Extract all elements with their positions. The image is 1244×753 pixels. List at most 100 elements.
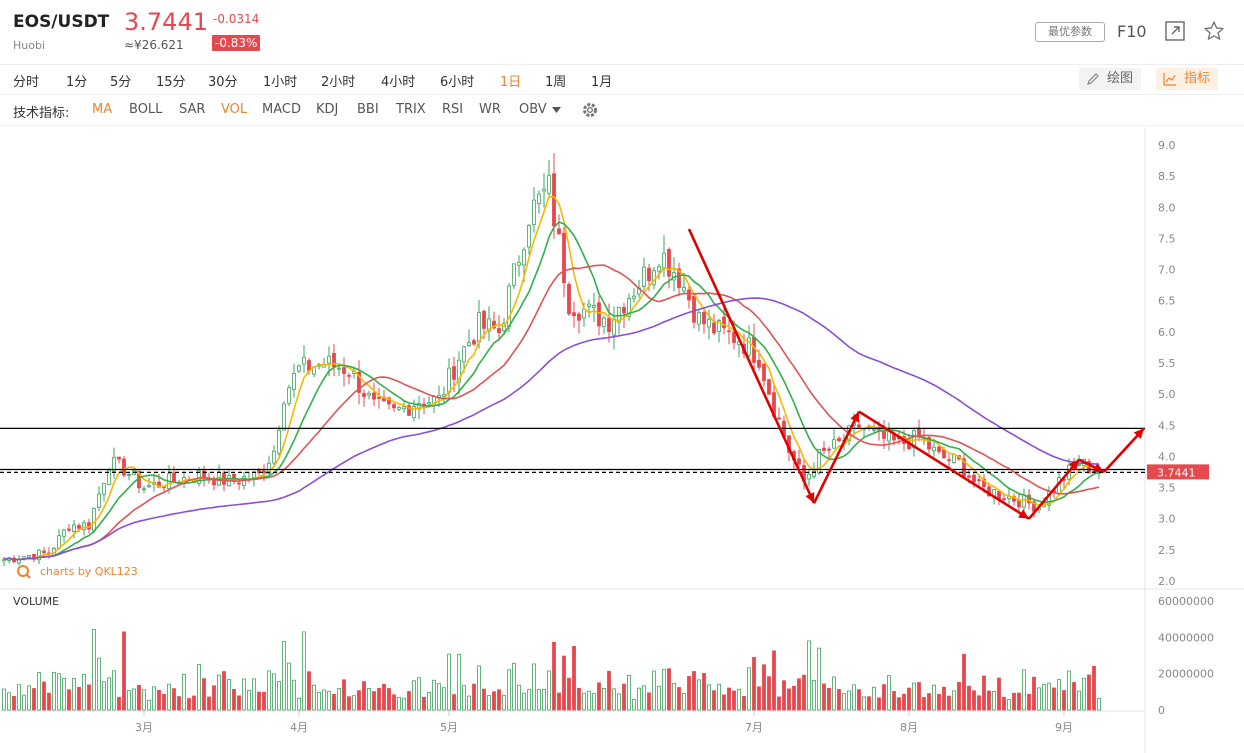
indicator-rsi[interactable]: RSI (442, 102, 464, 117)
candle (557, 214, 561, 235)
volume-bar (952, 690, 956, 711)
period-tab[interactable]: 4小时 (381, 75, 416, 90)
candle (517, 255, 521, 277)
candle (542, 173, 546, 208)
indicator-bbi[interactable]: BBI (357, 102, 379, 117)
volume-bar (912, 682, 916, 711)
indicator-ma[interactable]: MA (92, 102, 113, 117)
indicator-button[interactable]: 指标 (1156, 68, 1219, 90)
volume-bar (652, 670, 656, 711)
volume-bar (612, 688, 616, 711)
star-icon[interactable] (1203, 20, 1225, 42)
volume-bar (152, 686, 156, 711)
candlesticks (2, 153, 1101, 566)
volume-bar (162, 693, 166, 711)
volume-bar (1057, 679, 1061, 711)
candle (107, 468, 111, 485)
draw-tool-button[interactable]: 绘图 (1079, 68, 1142, 90)
volume-bar (627, 674, 631, 711)
indicator-obv[interactable]: OBV (519, 102, 547, 117)
period-tab[interactable]: 1小时 (263, 75, 298, 90)
volume-bar (602, 688, 606, 711)
candle (367, 390, 371, 400)
price-tick-label: 2.5 (1158, 544, 1176, 557)
candle (1027, 489, 1031, 510)
period-tab[interactable]: 30分 (208, 75, 238, 90)
volume-bar (62, 678, 66, 711)
caret-down-icon[interactable] (552, 107, 561, 113)
candle (402, 400, 406, 413)
chart-axes: 2.0 2.5 3.0 3.5 4.0 4.5 5.0 5.5 6.0 6.5 7.0 7.5 8.0 8… (135, 139, 1214, 734)
volume-bar (607, 670, 611, 711)
volume-bar (1012, 692, 1016, 711)
volume-bar (552, 641, 556, 711)
candle (67, 524, 71, 533)
volume-bar (277, 681, 281, 711)
best-params-button[interactable]: 最优参数 (1035, 22, 1105, 42)
volume-bar (897, 697, 901, 711)
period-tab[interactable]: 6小时 (440, 75, 475, 90)
candle (687, 284, 691, 309)
candle (747, 325, 751, 362)
volume-bar (1052, 687, 1056, 711)
period-tab[interactable]: 5分 (110, 75, 132, 90)
indicator-wr[interactable]: WR (479, 102, 501, 117)
gear-icon[interactable] (581, 101, 599, 119)
candle (702, 309, 706, 334)
period-tab[interactable]: 2小时 (321, 75, 356, 90)
period-tab[interactable]: 15分 (156, 75, 186, 90)
indicator-kdj[interactable]: KDJ (316, 102, 339, 117)
volume-bar (807, 640, 811, 711)
volume-bar (782, 680, 786, 711)
cny-price: ≈¥26.621 (124, 38, 184, 52)
volume-bar (827, 687, 831, 711)
volume-bar (777, 696, 781, 711)
volume-bar (647, 692, 651, 711)
period-tab[interactable]: 分时 (13, 75, 40, 90)
candle (497, 314, 501, 341)
volume-bar (342, 679, 346, 711)
candle (122, 455, 126, 478)
indicator-sar[interactable]: SAR (179, 102, 206, 117)
moving-average-lines (3, 195, 1100, 561)
volume-bar (212, 685, 216, 711)
expand-icon[interactable] (1164, 20, 1186, 42)
indicator-boll[interactable]: BOLL (129, 102, 163, 117)
volume-bar (172, 688, 176, 711)
volume-bar (147, 699, 151, 711)
volume-bars (2, 628, 1101, 711)
time-tick-label: 5月 (440, 721, 458, 734)
f10-button[interactable]: F10 (1117, 22, 1147, 41)
trend-arrow (1078, 458, 1105, 474)
volume-bar (867, 696, 871, 711)
candle (662, 235, 666, 278)
time-tick-label: 9月 (1055, 721, 1073, 734)
indicator-trix[interactable]: TRIX (396, 102, 426, 117)
period-tab[interactable]: 1分 (66, 75, 88, 90)
period-tab[interactable]: 1周 (545, 75, 567, 90)
volume-bar (917, 682, 921, 711)
volume-bar (892, 691, 896, 711)
indicator-vol[interactable]: VOL (221, 102, 248, 117)
candle (467, 329, 471, 348)
candle (142, 486, 146, 494)
volume-bar (182, 673, 186, 711)
candle (712, 313, 716, 336)
volume-bar (947, 695, 951, 711)
candle (297, 364, 301, 373)
volume-bar (937, 693, 941, 711)
volume-bar (47, 692, 51, 711)
volume-bar (1087, 674, 1091, 711)
indicator-macd[interactable]: MACD (262, 102, 301, 117)
volume-bar (357, 690, 361, 711)
current-price-tag-label: 3.7441 (1157, 466, 1196, 479)
candle (412, 399, 416, 422)
price-change: -0.0314 (213, 12, 260, 26)
period-tab[interactable]: 1月 (591, 75, 613, 90)
price-chart[interactable]: 3.7441 2.0 2.5 3.0 3.5 4.0 4.5 5.0 5.5 6.0 6.5 7.0… (0, 127, 1244, 753)
volume-bar (1077, 690, 1081, 711)
candle (392, 402, 396, 413)
volume-bar (472, 683, 476, 711)
period-tab-active[interactable]: 1日 (500, 75, 522, 90)
candle (572, 301, 576, 328)
